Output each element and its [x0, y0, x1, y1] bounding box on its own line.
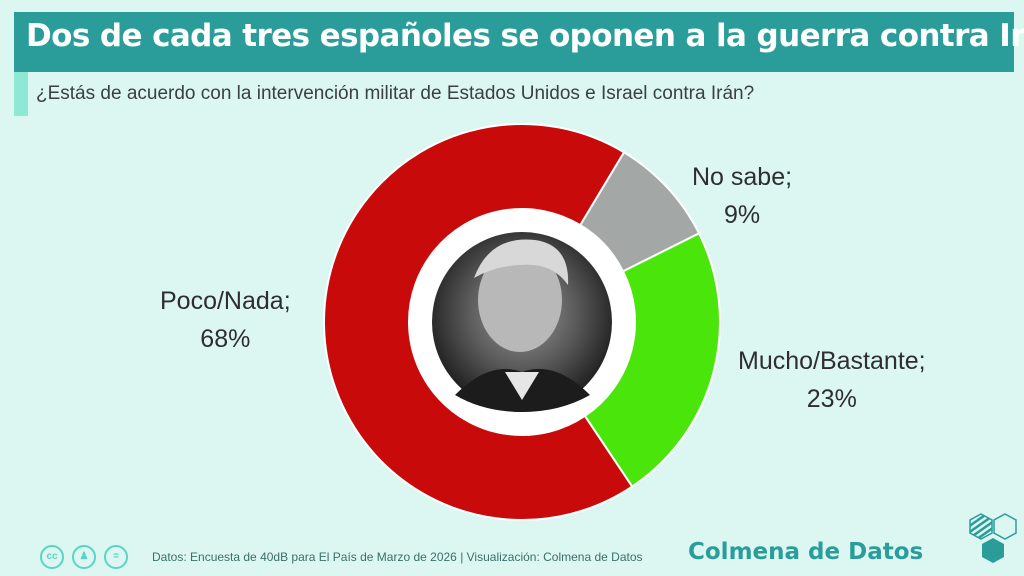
portrait-photo [432, 232, 612, 412]
source-credit: Datos: Encuesta de 40dB para El País de … [152, 550, 643, 564]
brand-name: Colmena de Datos [688, 539, 924, 565]
slice-value: 9% [723, 201, 761, 229]
label-no-sabe: No sabe; 9% [692, 163, 793, 229]
subtitle-accent-bar [14, 72, 28, 116]
label-mucho-bastante: Mucho/Bastante; 23% [738, 347, 926, 413]
slice-label: No sabe [692, 163, 786, 191]
slice-value: 68% [200, 325, 251, 353]
attribution-icon: ♟ [72, 545, 96, 569]
slice-value: 23% [806, 385, 857, 413]
slice-label: Mucho/Bastante [738, 347, 919, 375]
label-poco-nada: Poco/Nada; 68% [160, 287, 291, 353]
no-derivatives-icon: = [104, 545, 128, 569]
cc-icon: cc [40, 545, 64, 569]
chart-title: Dos de cada tres españoles se oponen a l… [26, 18, 1024, 54]
chart-subtitle: ¿Estás de acuerdo con la intervención mi… [36, 83, 755, 104]
title-bar: Dos de cada tres españoles se oponen a l… [14, 12, 1024, 72]
hexagon-logo-icon [969, 513, 1017, 563]
slice-label: Poco/Nada [160, 287, 284, 315]
